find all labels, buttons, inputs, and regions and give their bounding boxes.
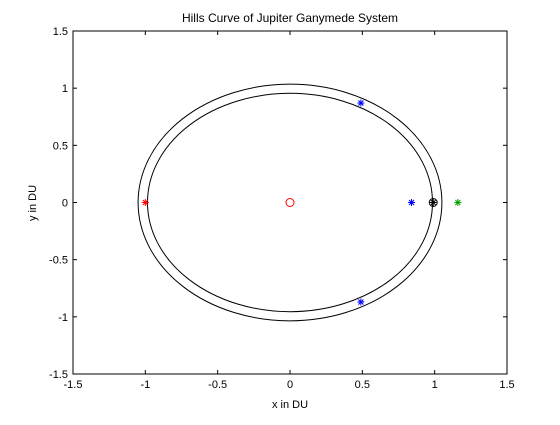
x-axis-label: x in DU — [272, 399, 308, 411]
x-tick-label: 0 — [287, 379, 293, 391]
y-tick-label: -1 — [58, 312, 68, 324]
x-tick-label: -0.5 — [208, 379, 227, 391]
ticks-layer: -1.5 -1 -0.5 0 0.5 1 1.5 -1.5 -1 -0.5 0 0.5 1 1.5 — [49, 26, 515, 391]
hills-curve-outer — [137, 83, 443, 322]
circle-marker — [428, 198, 438, 207]
star-marker — [357, 298, 365, 306]
star-marker — [454, 199, 462, 206]
star-marker — [357, 99, 365, 107]
star-marker — [141, 199, 149, 206]
y-tick-label: 0 — [62, 198, 68, 210]
x-tick-label: -1 — [140, 379, 150, 391]
y-tick-label: -1.5 — [49, 369, 68, 381]
y-tick-label: 1.5 — [53, 26, 68, 38]
y-tick-label: 1 — [62, 83, 68, 95]
x-tick-label: -1.5 — [64, 379, 83, 391]
chart-title: Hills Curve of Jupiter Ganymede System — [182, 11, 398, 25]
x-tick-label: 1.5 — [499, 379, 514, 391]
y-tick-label: -0.5 — [49, 255, 68, 267]
x-tick-label: 0.5 — [355, 379, 370, 391]
star-marker — [408, 199, 416, 206]
points-layer — [141, 99, 462, 306]
y-tick-label: 0.5 — [53, 140, 68, 152]
star-marker — [429, 199, 437, 206]
circle-marker — [285, 198, 295, 207]
x-tick-label: 1 — [432, 379, 438, 391]
y-axis-label: y in DU — [27, 185, 39, 221]
